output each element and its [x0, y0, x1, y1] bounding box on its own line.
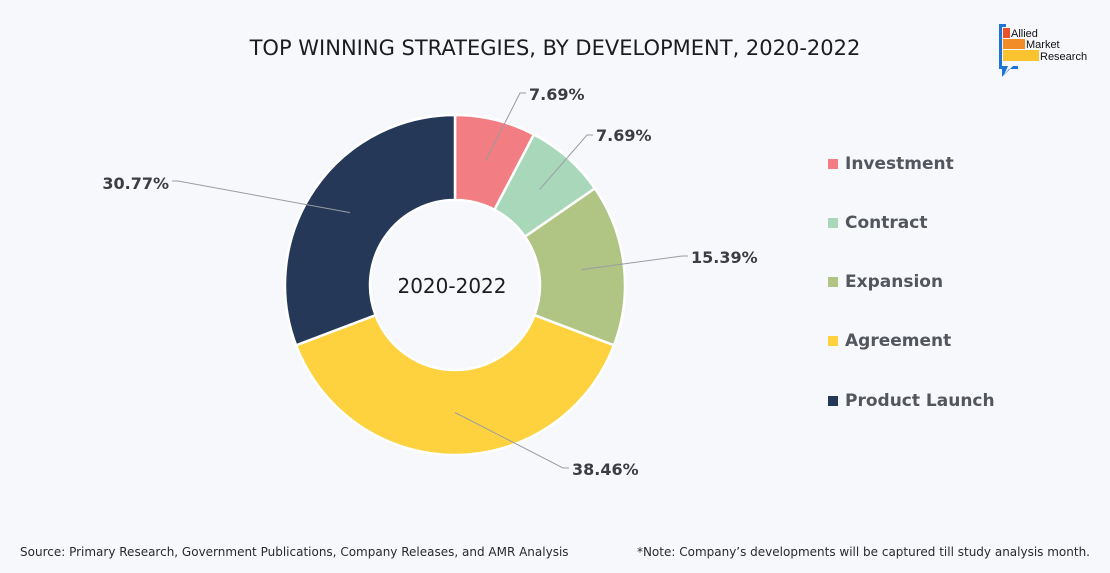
legend-item-investment[interactable]: Investment — [828, 154, 954, 174]
leader-lines — [172, 92, 688, 469]
data-labels: 7.69% 7.69% 15.39% 38.46% 30.77% — [102, 85, 757, 479]
logo-line-1: Allied — [1011, 28, 1038, 40]
data-label-product-launch: 30.77% — [102, 174, 169, 193]
legend-item-expansion[interactable]: Expansion — [828, 272, 943, 292]
leader-line — [581, 255, 688, 271]
source-text: Source: Primary Research, Government Pub… — [20, 545, 569, 559]
leader-line — [172, 180, 351, 214]
data-label-investment: 7.69% — [529, 85, 585, 104]
note-text: *Note: Company’s developments will be ca… — [636, 545, 1090, 559]
donut-slice-product-launch[interactable] — [283, 113, 457, 347]
donut-slice-agreement[interactable] — [294, 313, 616, 457]
logo-line-2: Market — [1026, 39, 1060, 51]
legend-swatch-expansion — [828, 277, 838, 287]
center-label: 2020-2022 — [397, 274, 506, 298]
legend-swatch-investment — [828, 159, 838, 169]
data-label-agreement: 38.46% — [572, 460, 639, 479]
legend-item-product-launch[interactable]: Product Launch — [828, 391, 995, 411]
data-label-expansion: 15.39% — [691, 248, 758, 267]
allied-market-research-logo: Allied Market Research — [999, 24, 1087, 77]
logo-bar-yellow — [1003, 50, 1039, 61]
legend-swatch-product-launch — [828, 396, 838, 406]
legend-label: Product Launch — [845, 391, 995, 411]
legend-label: Investment — [845, 154, 954, 174]
data-label-contract: 7.69% — [596, 126, 652, 145]
legend-label: Expansion — [845, 272, 944, 292]
logo-bar-orange — [1003, 39, 1025, 49]
legend-item-agreement[interactable]: Agreement — [828, 331, 951, 351]
legend-swatch-agreement — [828, 336, 838, 346]
leader-line — [539, 134, 593, 190]
leader-line — [485, 92, 526, 162]
logo-bar-red — [1003, 28, 1010, 38]
chart-title: TOP WINNING STRATEGIES, BY DEVELOPMENT, … — [249, 36, 861, 60]
donut-slice-expansion[interactable] — [523, 186, 627, 347]
logo-line-3: Research — [1040, 51, 1087, 63]
leader-line — [454, 412, 569, 469]
donut-slices — [283, 113, 627, 457]
legend-label: Contract — [845, 213, 928, 233]
legend-swatch-contract — [828, 218, 838, 228]
legend-label: Agreement — [845, 331, 952, 351]
legend-item-contract[interactable]: Contract — [828, 213, 927, 233]
logo-speech-bubble-icon — [999, 24, 1018, 77]
